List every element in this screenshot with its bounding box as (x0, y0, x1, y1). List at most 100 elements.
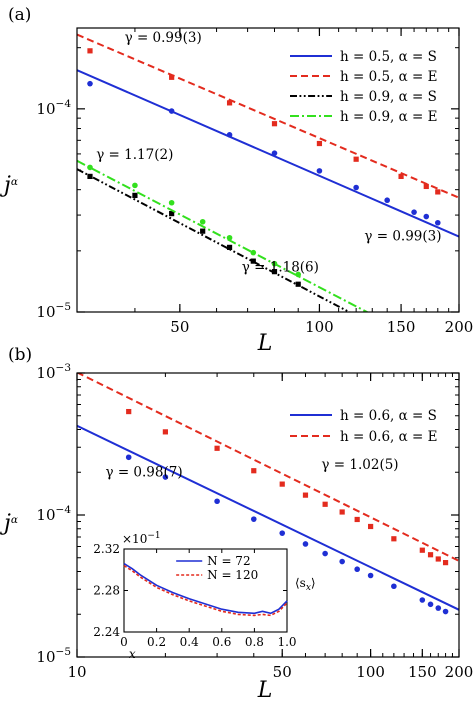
panel-b-point-1-9 (368, 523, 374, 530)
panel-a-point-0-2 (226, 132, 233, 138)
panel-b-point-1-14 (442, 560, 449, 566)
panel-a-gamma-annotation-3: γ = 0.99(3) (364, 228, 441, 244)
inset-y-axis-label: ⟨sx⟩ (295, 576, 316, 593)
panel-a-point-3-0 (87, 164, 93, 171)
panel-a-point-3-7 (295, 271, 302, 278)
panel-a-point-0-8 (423, 213, 430, 220)
panel-a-point-0-0 (87, 80, 93, 87)
panel-b-legend-entry-1: h = 0.6, α = E (340, 429, 438, 445)
inset-x-tick-label-2: 0.4 (180, 635, 199, 649)
panel-a-point-2-2 (169, 211, 175, 217)
panel-a-point-3-5 (250, 249, 257, 256)
panel-a-point-2-3 (200, 228, 206, 234)
panel-a-point-1-2 (226, 100, 233, 106)
panel-b-point-0-7 (339, 558, 345, 565)
inset-y-tick-label-2: 2.24 (93, 625, 120, 639)
panel-b-point-0-5 (302, 541, 309, 547)
panel-b-point-0-6 (322, 550, 328, 557)
inset-x-tick-label-4: 0.8 (245, 635, 264, 649)
panel-a-point-1-6 (398, 173, 404, 180)
panel-a-point-2-6 (271, 269, 278, 275)
inset-y-tick-label-0: 2.32 (93, 542, 120, 556)
panel-a-gamma-annotation-1: γ = 1.17(2) (96, 147, 173, 163)
inset-x-tick-label-5: 1.0 (277, 635, 296, 649)
panel-a-point-2-0 (87, 173, 93, 180)
panel-a-point-3-6 (271, 260, 278, 267)
panel-b-point-0-14 (442, 608, 449, 615)
panel-a-point-2-7 (295, 281, 301, 287)
inset-series-0 (123, 562, 288, 615)
panel-a-point-3-4 (226, 234, 233, 241)
panel-a-point-3-3 (199, 218, 206, 225)
panel-b-point-1-8 (354, 516, 360, 523)
panel-a-y-tick-label-0: 10−5 (36, 301, 71, 321)
panel-a-fit-line-3 (77, 159, 370, 312)
panel-a-legend-entry-3: h = 0.9, α = E (340, 109, 438, 125)
panel-b-point-1-2 (214, 445, 220, 451)
inset-legend-entry-0: N = 72 (207, 554, 250, 568)
panel-b-x-tick-label-2: 100 (356, 663, 385, 681)
inset-frame (123, 548, 288, 633)
panel-b-x-tick-label-1: 50 (273, 663, 292, 681)
panel-a-point-2-5 (250, 258, 256, 264)
panel-b-point-0-2 (214, 498, 220, 505)
panel-a-label: (a) (8, 5, 31, 25)
panel-a-point-0-4 (316, 168, 323, 174)
panel-b-plot-area (77, 373, 459, 615)
panel-a-point-1-3 (271, 121, 278, 127)
panel-b-gamma-annotation-1: γ = 1.02(5) (321, 457, 398, 473)
panel-a-y-axis-label: jα (0, 173, 18, 198)
panel-a-x-tick-label-1: 100 (305, 318, 334, 336)
panel-a-point-0-5 (353, 184, 359, 191)
inset-multiplier: ×10−1 (122, 531, 161, 546)
panel-a-point-3-2 (168, 199, 175, 206)
panel-b-point-0-11 (419, 597, 426, 603)
panel-b-point-1-1 (162, 429, 168, 435)
panel-b-point-0-9 (367, 572, 374, 579)
panel-a-gamma-annotation-0: γ = 0.99(3) (125, 30, 202, 46)
panel-a-fit-line-1 (77, 33, 459, 199)
panel-b-point-1-4 (279, 481, 285, 487)
panel-a-point-1-8 (435, 189, 441, 195)
panel-a-point-1-7 (423, 183, 429, 190)
panel-a-legend-entry-2: h = 0.9, α = S (340, 89, 437, 105)
panel-b-gamma-annotation-0: γ = 0.98(7) (105, 465, 182, 481)
panel-b-point-0-0 (125, 454, 132, 461)
panel-a-legend-entry-1: h = 0.5, α = E (340, 69, 438, 85)
panel-b-fit-line-0 (77, 424, 459, 611)
panel-a-x-tick-label-0: 50 (170, 318, 189, 336)
panel-b-point-1-3 (251, 468, 257, 474)
panel-a-y-tick-label-1: 10−4 (36, 98, 71, 118)
panel-b-point-1-7 (339, 509, 345, 515)
panel-a-point-0-3 (271, 150, 278, 156)
panel-b-point-0-3 (250, 516, 257, 522)
panel-a-point-0-9 (434, 219, 441, 226)
panel-a-point-2-1 (132, 192, 138, 198)
inset-series-1 (123, 564, 288, 617)
panel-b-point-1-10 (391, 536, 397, 542)
panel-b-x-axis-label: L (257, 678, 273, 703)
panel-b-point-1-13 (435, 556, 441, 562)
panel-b-point-1-0 (126, 408, 132, 415)
panel-b-point-0-10 (391, 583, 397, 590)
panel-b-legend-entry-0: h = 0.6, α = S (340, 408, 437, 424)
panel-b-point-0-12 (427, 601, 434, 608)
panel-b-point-1-6 (322, 501, 328, 507)
panel-a-point-3-1 (132, 182, 138, 189)
panel-a-point-1-0 (87, 48, 93, 54)
panel-a-x-axis-label: L (257, 331, 273, 356)
panel-a-x-tick-label-3: 200 (445, 318, 474, 336)
inset-x-axis-label: x (129, 647, 136, 661)
panel-b-point-0-8 (354, 566, 360, 573)
panel-b-y-tick-label-0: 10−5 (36, 646, 71, 666)
panel-b-fit-line-1 (77, 373, 459, 562)
panel-a-point-0-7 (411, 209, 417, 215)
panel-a-point-0-1 (168, 108, 175, 114)
panel-a-point-0-6 (384, 197, 390, 204)
panel-a-point-1-4 (316, 140, 323, 147)
panel-a-point-1-1 (169, 74, 175, 80)
panel-b-x-tick-label-0: 10 (67, 663, 86, 681)
inset-x-tick-label-1: 0.2 (147, 635, 166, 649)
panel-a-gamma-annotation-2: γ = 1.18(6) (242, 260, 319, 276)
